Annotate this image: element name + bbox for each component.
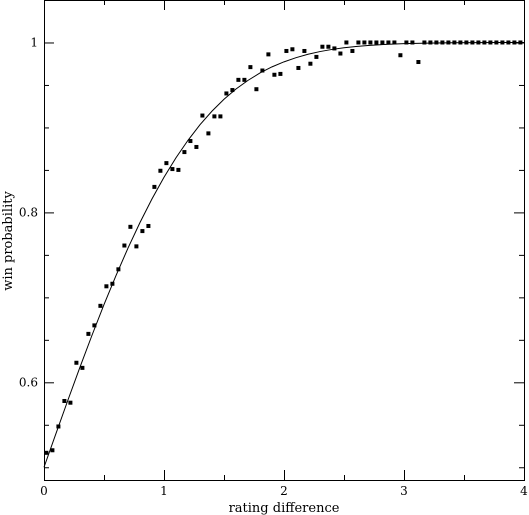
data-point xyxy=(266,52,271,57)
data-point xyxy=(356,40,361,45)
data-point xyxy=(56,424,61,429)
data-point xyxy=(512,40,517,45)
data-point xyxy=(314,54,319,59)
data-point xyxy=(92,323,97,328)
data-point xyxy=(482,40,487,45)
data-point xyxy=(218,114,223,119)
data-point xyxy=(206,131,211,136)
data-point xyxy=(464,40,469,45)
data-point xyxy=(302,48,307,53)
x-tick-label: 0 xyxy=(40,484,48,498)
data-point xyxy=(152,184,157,189)
data-point xyxy=(410,40,415,45)
data-point xyxy=(194,144,199,149)
x-tick-label: 3 xyxy=(400,484,408,498)
data-point xyxy=(488,40,493,45)
data-point xyxy=(98,303,103,308)
data-point xyxy=(134,244,139,249)
data-point xyxy=(362,40,367,45)
axis-ticks xyxy=(44,0,525,480)
data-point xyxy=(404,40,409,45)
data-point xyxy=(188,139,193,144)
data-point xyxy=(338,51,343,56)
data-point xyxy=(164,161,169,166)
data-point xyxy=(470,40,475,45)
data-points xyxy=(44,40,523,455)
data-point xyxy=(416,60,421,65)
data-point xyxy=(308,61,313,66)
data-point xyxy=(86,331,91,336)
data-point xyxy=(440,40,445,45)
y-tick-label: 0.6 xyxy=(19,375,38,389)
data-point xyxy=(116,267,121,272)
data-point xyxy=(452,40,457,45)
data-point xyxy=(248,65,253,70)
data-point xyxy=(110,281,115,286)
data-point xyxy=(446,40,451,45)
data-point xyxy=(518,40,523,45)
data-point xyxy=(236,77,241,82)
data-point xyxy=(254,87,259,92)
data-point xyxy=(374,40,379,45)
data-point xyxy=(422,40,427,45)
data-point xyxy=(476,40,481,45)
x-axis-label: rating difference xyxy=(229,501,340,515)
data-point xyxy=(50,448,55,453)
data-point xyxy=(170,167,175,172)
data-point xyxy=(44,450,49,455)
tick-labels: 0 1 2 3 4 0.6 0.8 1 xyxy=(19,35,528,498)
data-point xyxy=(122,243,127,248)
data-point xyxy=(434,40,439,45)
data-point xyxy=(260,68,265,73)
x-tick-label: 4 xyxy=(520,484,528,498)
data-point xyxy=(344,40,349,45)
x-tick-label: 1 xyxy=(160,484,168,498)
data-point xyxy=(326,44,331,49)
data-point xyxy=(128,224,133,229)
data-point xyxy=(296,65,301,70)
data-point xyxy=(284,48,289,53)
y-tick-label: 0.8 xyxy=(19,205,38,219)
data-point xyxy=(74,360,79,365)
data-point xyxy=(200,113,205,118)
data-point xyxy=(80,365,85,370)
data-point xyxy=(68,400,73,405)
data-point xyxy=(104,284,109,289)
data-point xyxy=(278,71,283,76)
data-point xyxy=(428,40,433,45)
data-point xyxy=(230,88,235,93)
plot-frame xyxy=(44,0,525,481)
y-axis-label: win probability xyxy=(1,191,16,291)
data-point xyxy=(242,77,247,82)
data-point xyxy=(158,168,163,173)
data-point xyxy=(350,48,355,53)
data-point xyxy=(320,44,325,49)
data-point xyxy=(392,40,397,45)
fitted-curve xyxy=(43,41,525,468)
y-tick-label: 1 xyxy=(30,35,38,49)
data-point xyxy=(62,398,67,403)
data-point xyxy=(212,114,217,119)
data-point xyxy=(398,53,403,58)
data-point xyxy=(332,46,337,51)
data-point xyxy=(140,229,145,234)
data-point xyxy=(176,167,181,172)
data-point xyxy=(506,40,511,45)
data-point xyxy=(386,40,391,45)
data-point xyxy=(224,91,229,96)
data-point xyxy=(272,72,277,77)
data-point xyxy=(146,223,151,228)
data-point xyxy=(494,40,499,45)
data-point xyxy=(458,40,463,45)
data-point xyxy=(290,47,295,52)
x-tick-label: 2 xyxy=(280,484,288,498)
data-point xyxy=(182,150,187,155)
data-point xyxy=(500,40,505,45)
data-point xyxy=(368,40,373,45)
data-point xyxy=(380,40,385,45)
